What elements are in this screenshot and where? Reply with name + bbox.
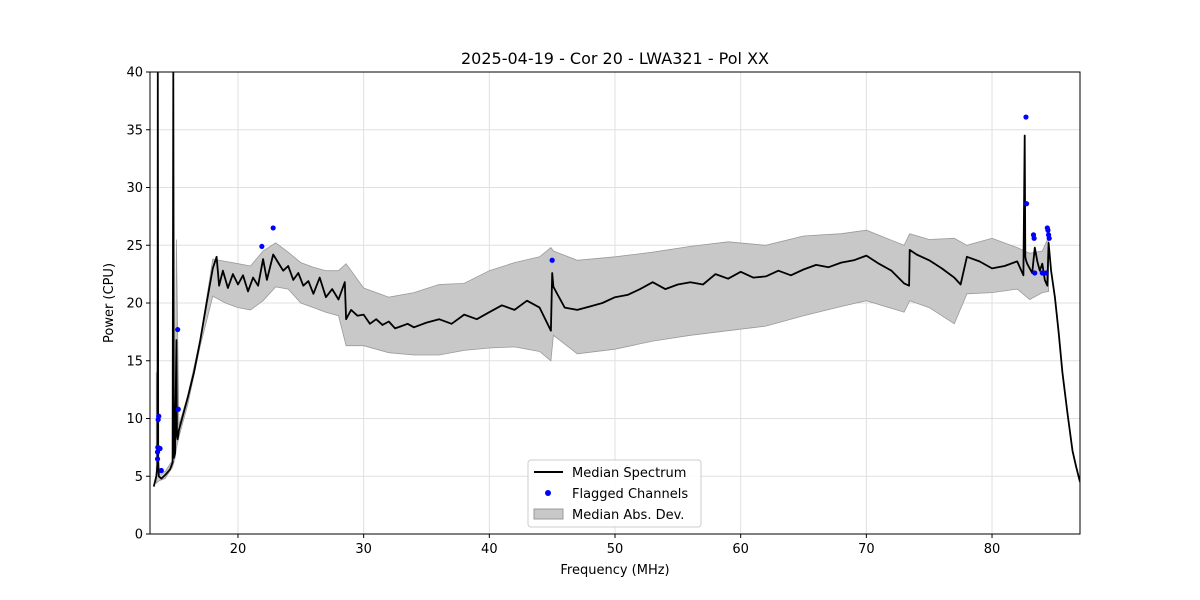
y-tick-label: 40 [126,66,143,81]
y-tick-label: 15 [126,354,143,369]
flagged-channels-points [154,114,1052,474]
y-tick-label: 25 [126,239,143,254]
flagged-channel-point [1023,201,1030,207]
flagged-channel-point [175,406,181,412]
x-tick-label: 50 [607,542,624,557]
x-tick-label: 80 [984,542,1001,557]
x-tick-label: 20 [230,542,247,557]
median-spectrum-line [152,72,1080,487]
mad-band [155,229,1049,485]
y-axis-ticks: 0 5 10 15 20 25 30 35 40 [126,66,150,543]
flagged-channel-point [1045,227,1051,233]
flagged-channel-point [1032,270,1038,276]
flagged-channel-point [549,257,555,263]
flagged-channel-point [156,413,162,419]
y-tick-label: 0 [135,528,143,543]
flagged-channel-point [1039,270,1045,276]
x-tick-label: 60 [732,542,749,557]
flagged-channel-point [270,225,276,231]
y-tick-label: 5 [135,470,143,485]
legend-median-label: Median Spectrum [572,466,686,481]
x-tick-label: 70 [858,542,875,557]
flagged-channel-point [154,456,161,462]
flagged-channel-point [175,326,181,333]
legend-flagged-swatch [545,490,551,496]
flagged-channel-point [259,243,265,250]
legend: Median Spectrum Flagged Channels Median … [527,459,702,528]
flagged-channel-point [1023,114,1029,120]
plot-area [152,72,1080,487]
flagged-channel-point [1031,235,1037,241]
y-tick-label: 10 [126,412,143,427]
flagged-channel-point [157,445,163,452]
legend-flagged-label: Flagged Channels [572,487,688,502]
x-axis-title: Frequency (MHz) [560,563,669,578]
x-tick-label: 30 [355,542,372,557]
y-axis-title: Power (CPU) [102,263,117,343]
legend-mad-swatch [533,508,564,520]
y-tick-label: 30 [126,181,143,196]
flagged-channel-point [1043,270,1049,276]
chart-title: 2025-04-19 - Cor 20 - LWA321 - Pol XX [461,49,769,68]
x-axis-ticks: 20 30 40 50 60 70 80 [230,534,1001,557]
x-tick-label: 40 [481,542,498,557]
legend-mad-label: Median Abs. Dev. [572,508,684,523]
y-tick-label: 35 [126,123,143,138]
flagged-channel-point [1046,235,1052,241]
legend-box [527,459,702,528]
flagged-channel-point [158,467,164,474]
y-tick-label: 20 [126,297,143,312]
